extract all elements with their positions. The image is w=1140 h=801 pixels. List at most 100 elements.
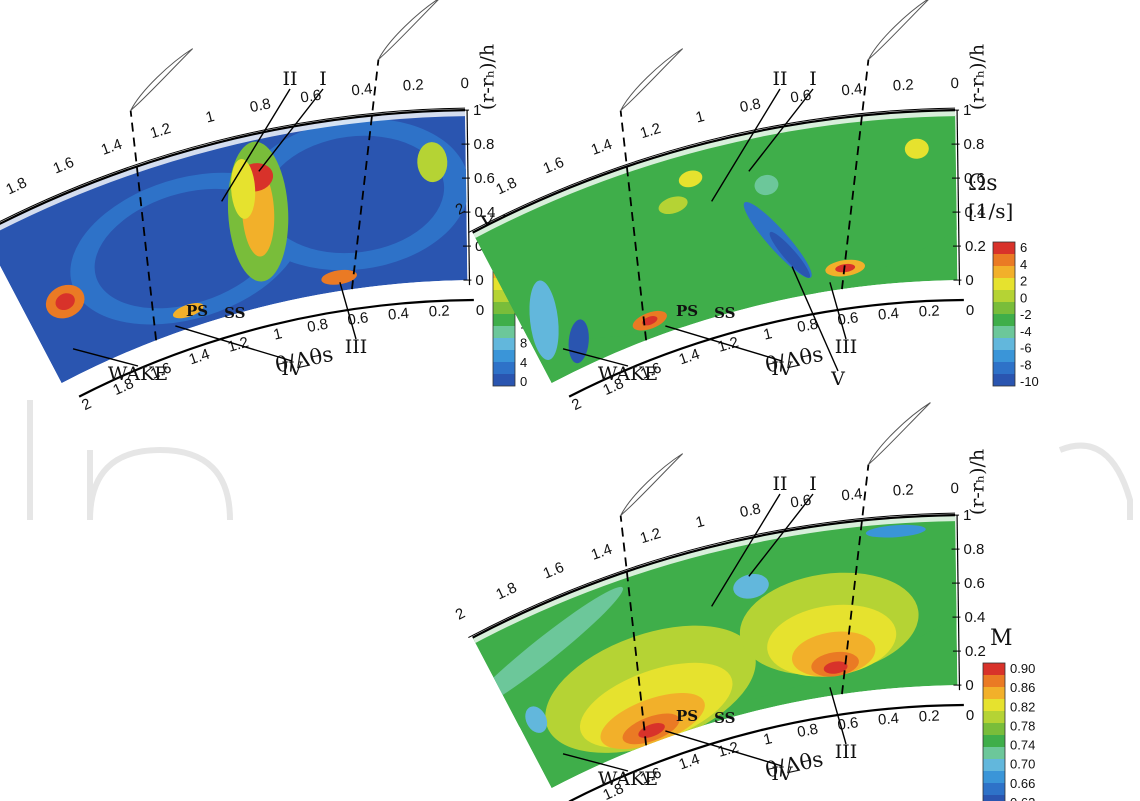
colorbar-swatch — [493, 374, 515, 386]
annotation-arrow — [258, 88, 324, 172]
colorbar-swatch — [993, 242, 1015, 254]
panel-mach: 21.81.61.41.210.80.60.40.2021.81.61.41.2… — [453, 402, 1035, 801]
contour-region — [823, 661, 848, 674]
annotation-iv: IV — [771, 763, 793, 785]
colorbar-swatch — [983, 747, 1005, 759]
theta-inner-tick-label: 1.8 — [600, 780, 626, 801]
colorbar-tick-label: -8 — [1020, 357, 1032, 372]
contour-region — [865, 524, 926, 538]
theta-inner-tick-label: 0.4 — [387, 305, 409, 324]
contour-region — [472, 111, 958, 340]
annotation-ii: II — [772, 68, 787, 90]
contour-region — [472, 586, 624, 713]
colorbar-swatch — [993, 290, 1015, 302]
colorbar-tick-label: -2 — [1020, 307, 1032, 322]
colorbar-tick-label: 0.74 — [1010, 738, 1035, 753]
colorbar: 6 4 20 -2 -4 -6-8 -10 — [992, 240, 1039, 389]
colorbar-tick-label: 0 — [520, 374, 527, 389]
colorbar-swatch — [993, 326, 1015, 338]
outer-arc-shadow — [468, 512, 956, 639]
annotation-arrow — [72, 348, 139, 367]
radial-tick-label: 1 — [963, 102, 971, 119]
theta-outer-tick-label: 0.8 — [738, 95, 762, 116]
annotation-v: V — [830, 368, 845, 390]
theta-outer-tick-label: 0.2 — [892, 76, 914, 94]
radial-axis-title: (r-rₕ)/h — [966, 449, 988, 515]
theta-inner-tick-label: 0.2 — [918, 707, 940, 725]
annotation-wake: WAKE — [108, 363, 168, 385]
colorbar-swatch — [983, 783, 1005, 795]
contour-region — [733, 573, 769, 599]
annotation-iii: III — [345, 336, 368, 358]
colorbar-tick-label: 4 — [1020, 257, 1027, 272]
contour-field — [472, 110, 958, 384]
theta-outer-tick-label: 0.4 — [841, 485, 864, 504]
radial-tick-label: 0.2 — [965, 643, 986, 660]
ps-label: PS — [676, 707, 698, 725]
annotation-i: I — [809, 473, 817, 495]
radial-tick-label: 1 — [473, 102, 481, 119]
blade-profile — [620, 48, 683, 111]
colorbar-tick-label: 4 — [520, 355, 527, 370]
radial-tick-label: 0.8 — [964, 136, 985, 153]
annotation-arrow — [562, 348, 629, 367]
ps-label: PS — [676, 302, 698, 320]
radial-tick-label: 0.6 — [964, 575, 985, 592]
theta-inner-tick-label: 1.6 — [148, 359, 174, 382]
inner-arc — [568, 298, 964, 398]
theta-outer-tick-label: 1.4 — [99, 136, 124, 159]
blade-profile — [130, 48, 193, 111]
theta-outer-tick-label: 1.8 — [493, 579, 519, 603]
contour-region — [230, 158, 256, 219]
theta-outer-tick-label: 1.2 — [148, 120, 173, 142]
ss-label: SS — [224, 304, 245, 322]
contour-region — [321, 269, 357, 285]
radial-tick-label: 0.2 — [965, 238, 986, 255]
radial-tick-label: 0.6 — [964, 170, 985, 187]
theta-inner-tick-label: 1.4 — [677, 346, 702, 369]
colorbar-swatch — [983, 795, 1005, 801]
annotation-wake: WAKE — [598, 363, 658, 385]
contour-region — [769, 231, 811, 278]
theta-outer-tick-label: 0 — [460, 75, 469, 92]
colorbar-swatch — [993, 278, 1015, 290]
theta-inner-tick-label: 0.2 — [918, 302, 940, 320]
annotation-arrow — [221, 88, 291, 202]
blade-dashed-line — [351, 59, 380, 290]
theta-inner-tick-label: 2 — [569, 395, 584, 414]
theta-inner-tick-label: 0.8 — [796, 315, 820, 336]
annotation-iv: IV — [771, 358, 793, 380]
ss-label: SS — [714, 709, 735, 727]
annotation-arrow — [829, 282, 847, 340]
theta-outer-tick-label: 1.6 — [51, 154, 77, 178]
colorbar-swatch — [493, 362, 515, 374]
colorbar-tick-label: 0.78 — [1010, 718, 1035, 733]
theta-outer-tick-label: 1.6 — [541, 154, 567, 178]
colorbar-swatch — [983, 687, 1005, 699]
annotation-i: I — [319, 68, 327, 90]
blade-profile — [867, 0, 929, 60]
theta-inner-tick-label: 0.2 — [428, 302, 450, 320]
radial-tick-label: 0.6 — [474, 170, 495, 187]
theta-outer-tick-label: 0.6 — [789, 492, 812, 512]
theta-inner-tick-label: 0 — [476, 302, 484, 319]
ss-label: SS — [714, 304, 735, 322]
theta-outer-tick-label: 0.8 — [738, 500, 762, 521]
theta-inner-tick-label: 0.4 — [877, 305, 899, 324]
theta-outer-tick-label: 1.4 — [589, 541, 614, 564]
annotation-i: I — [809, 68, 817, 90]
colorbar-swatch — [993, 338, 1015, 350]
theta-outer-tick-label: 1.8 — [493, 174, 519, 198]
annotation-arrow — [339, 282, 357, 340]
theta-inner-tick-label: 1.4 — [677, 751, 702, 774]
theta-inner-tick-label: 1.4 — [187, 346, 212, 369]
theta-outer-tick-label: 2 — [453, 605, 468, 624]
theta-outer-tick-label: 1.8 — [3, 174, 29, 198]
colorbar-tick-label: 0.82 — [1010, 699, 1035, 714]
theta-inner-tick-label: 0.8 — [306, 315, 330, 336]
colorbar-tick-label: -6 — [1020, 341, 1032, 356]
radial-axis — [466, 110, 471, 286]
colorbar-swatch — [993, 314, 1015, 326]
colorbar-swatch — [493, 314, 515, 326]
colorbar-swatch — [993, 302, 1015, 314]
